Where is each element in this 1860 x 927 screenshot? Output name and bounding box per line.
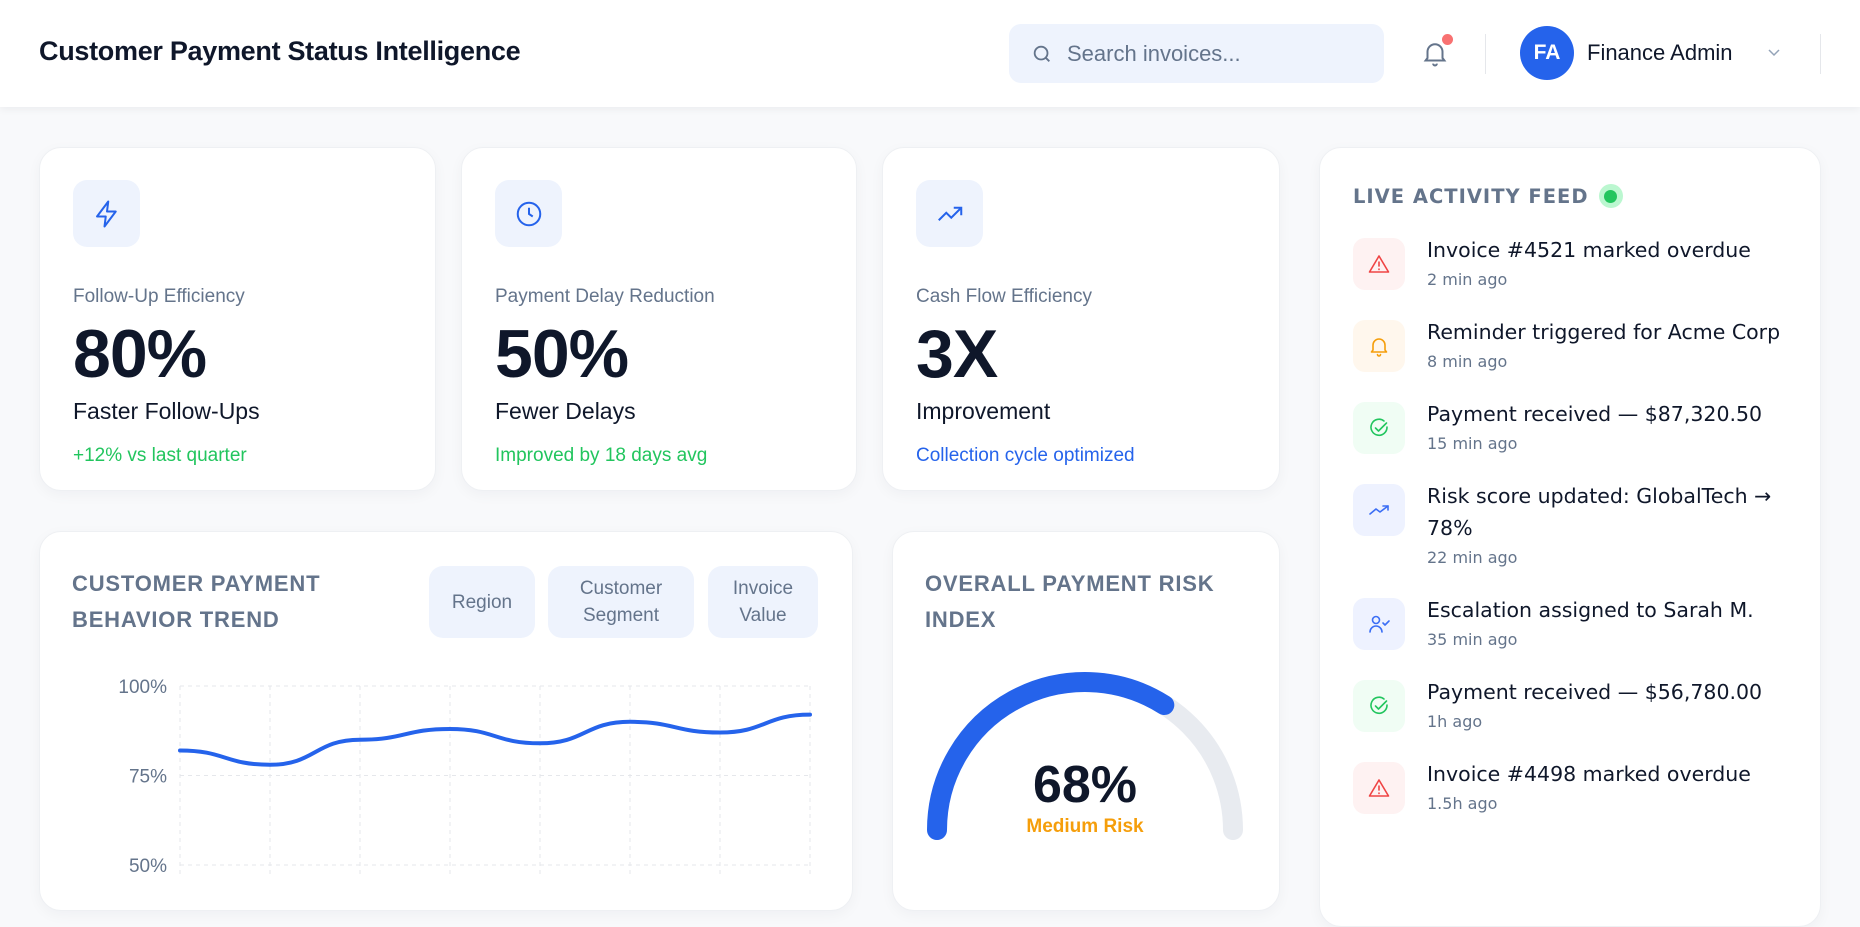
alert-triangle-icon xyxy=(1353,762,1405,814)
y-tick-label: 100% xyxy=(118,677,167,698)
avatar[interactable]: FA xyxy=(1520,26,1574,80)
check-circle-icon xyxy=(1353,680,1405,732)
user-name[interactable]: Finance Admin xyxy=(1587,40,1733,66)
kpi-label: Follow-Up Efficiency xyxy=(73,286,402,308)
feed-item-text: Payment received — $87,320.50 xyxy=(1427,398,1762,430)
feed-item[interactable]: Risk score updated: GlobalTech → 78%22 m… xyxy=(1353,480,1787,571)
y-tick-label: 50% xyxy=(129,856,167,876)
risk-level: Medium Risk xyxy=(985,816,1185,838)
bell-icon xyxy=(1353,320,1405,372)
search-box[interactable] xyxy=(1009,24,1384,83)
kpi-footer: Improved by 18 days avg xyxy=(495,445,823,467)
feed-title: LIVE ACTIVITY FEED xyxy=(1353,185,1589,208)
check-circle-icon xyxy=(1353,402,1405,454)
risk-title: OVERALL PAYMENT RISK INDEX xyxy=(925,566,1214,638)
page-title: Customer Payment Status Intelligence xyxy=(39,36,520,67)
feed-item-text: Payment received — $56,780.00 xyxy=(1427,676,1762,708)
feed-item-time: 22 min ago xyxy=(1427,544,1787,571)
trending-up-icon xyxy=(1353,484,1405,536)
kpi-card-cash-flow: Cash Flow Efficiency 3X Improvement Coll… xyxy=(882,147,1280,491)
trend-title: CUSTOMER PAYMENT BEHAVIOR TREND xyxy=(72,566,320,638)
clock-icon xyxy=(495,180,562,247)
lightning-icon xyxy=(73,180,140,247)
chevron-down-icon[interactable] xyxy=(1766,44,1782,60)
alert-triangle-icon xyxy=(1353,238,1405,290)
kpi-footer: Collection cycle optimized xyxy=(916,445,1246,467)
kpi-card-follow-up: Follow-Up Efficiency 80% Faster Follow-U… xyxy=(39,147,436,491)
kpi-value: 80% xyxy=(73,318,402,390)
live-indicator xyxy=(1599,184,1623,208)
kpi-value: 50% xyxy=(495,318,823,390)
filter-label: Customer xyxy=(580,575,662,602)
trend-title-line: CUSTOMER PAYMENT xyxy=(72,566,320,602)
trend-title-line: BEHAVIOR TREND xyxy=(72,602,320,638)
activity-feed-card: LIVE ACTIVITY FEED Invoice #4521 marked … xyxy=(1319,147,1821,927)
feed-item-text: Reminder triggered for Acme Corp xyxy=(1427,316,1780,348)
feed-item-time: 1.5h ago xyxy=(1427,790,1751,817)
filter-label: Invoice xyxy=(733,575,793,602)
search-icon xyxy=(1031,43,1053,65)
y-tick-label: 75% xyxy=(129,767,167,788)
kpi-footer: +12% vs last quarter xyxy=(73,445,402,467)
divider xyxy=(1485,34,1486,74)
trend-series-line xyxy=(180,715,810,765)
feed-item-time: 15 min ago xyxy=(1427,430,1762,457)
kpi-subtitle: Fewer Delays xyxy=(495,398,823,425)
divider xyxy=(1820,34,1821,74)
user-check-icon xyxy=(1353,598,1405,650)
kpi-label: Payment Delay Reduction xyxy=(495,286,823,308)
filter-region[interactable]: Region xyxy=(429,566,535,638)
kpi-card-delay: Payment Delay Reduction 50% Fewer Delays… xyxy=(461,147,857,491)
feed-item-time: 1h ago xyxy=(1427,708,1762,735)
kpi-value: 3X xyxy=(916,318,1246,390)
trend-line-chart: 100% 75% 50% xyxy=(100,660,830,876)
feed-item-time: 35 min ago xyxy=(1427,626,1754,653)
feed-item-text: Invoice #4521 marked overdue xyxy=(1427,234,1751,266)
kpi-label: Cash Flow Efficiency xyxy=(916,286,1246,308)
risk-value: 68% xyxy=(985,755,1185,815)
risk-title-line: INDEX xyxy=(925,602,1214,638)
filter-label: Region xyxy=(452,589,512,616)
trending-up-icon xyxy=(916,180,983,247)
kpi-subtitle: Faster Follow-Ups xyxy=(73,398,402,425)
feed-item-text: Escalation assigned to Sarah M. xyxy=(1427,594,1754,626)
search-input[interactable] xyxy=(1067,41,1347,67)
feed-item-text: Risk score updated: GlobalTech → 78% xyxy=(1427,480,1787,544)
filter-label: Value xyxy=(733,602,793,629)
feed-item-time: 2 min ago xyxy=(1427,266,1751,293)
notification-badge xyxy=(1442,34,1453,45)
feed-item-text: Invoice #4498 marked overdue xyxy=(1427,758,1751,790)
kpi-subtitle: Improvement xyxy=(916,398,1246,425)
feed-item-time: 8 min ago xyxy=(1427,348,1780,375)
risk-title-line: OVERALL PAYMENT RISK xyxy=(925,566,1214,602)
top-header: Customer Payment Status Intelligence FA … xyxy=(0,0,1860,107)
feed-item[interactable]: Escalation assigned to Sarah M.35 min ag… xyxy=(1353,594,1787,653)
filter-label: Segment xyxy=(580,602,662,629)
